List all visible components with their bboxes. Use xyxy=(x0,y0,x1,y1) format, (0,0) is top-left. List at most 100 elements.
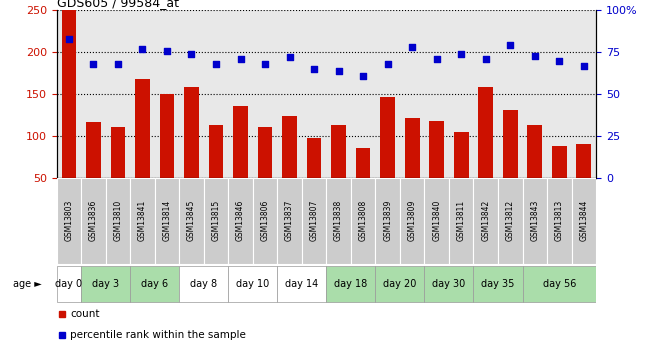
Bar xyxy=(160,94,174,219)
Bar xyxy=(130,266,179,302)
Bar xyxy=(478,87,493,219)
Text: day 3: day 3 xyxy=(92,279,119,289)
Bar xyxy=(449,178,474,264)
Point xyxy=(529,53,540,58)
Bar xyxy=(326,178,351,264)
Bar xyxy=(430,121,444,219)
Point xyxy=(480,56,491,62)
Text: GSM13809: GSM13809 xyxy=(408,200,417,242)
Text: GSM13845: GSM13845 xyxy=(187,200,196,242)
Bar xyxy=(135,79,150,219)
Bar xyxy=(405,118,420,219)
Text: GSM13803: GSM13803 xyxy=(65,200,73,242)
Bar xyxy=(302,178,326,264)
Bar xyxy=(571,178,596,264)
Bar xyxy=(228,178,253,264)
Bar xyxy=(503,110,517,219)
Text: GSM13806: GSM13806 xyxy=(260,200,270,242)
Text: GSM13844: GSM13844 xyxy=(579,200,588,242)
Point xyxy=(358,73,368,78)
Point xyxy=(235,56,246,62)
Text: day 35: day 35 xyxy=(482,279,515,289)
Text: day 18: day 18 xyxy=(334,279,368,289)
Text: GSM13808: GSM13808 xyxy=(358,200,368,242)
Bar xyxy=(474,178,498,264)
Point xyxy=(260,61,270,67)
Point xyxy=(382,61,393,67)
Point xyxy=(432,56,442,62)
Bar xyxy=(523,178,547,264)
Point xyxy=(309,66,320,72)
Text: GDS605 / 99584_at: GDS605 / 99584_at xyxy=(57,0,178,9)
Bar xyxy=(552,146,567,219)
Bar xyxy=(130,178,155,264)
Bar xyxy=(184,87,199,219)
Bar xyxy=(57,266,81,302)
Bar xyxy=(57,178,81,264)
Point xyxy=(505,43,515,48)
Bar xyxy=(307,138,322,219)
Bar xyxy=(523,266,596,302)
Text: day 6: day 6 xyxy=(141,279,168,289)
Bar xyxy=(208,125,223,219)
Point xyxy=(407,45,418,50)
Bar xyxy=(179,178,204,264)
Bar xyxy=(400,178,424,264)
Text: GSM13836: GSM13836 xyxy=(89,200,98,242)
Text: day 0: day 0 xyxy=(55,279,83,289)
Point xyxy=(162,48,172,53)
Bar xyxy=(376,178,400,264)
Bar xyxy=(61,10,76,219)
Bar xyxy=(326,266,376,302)
Bar xyxy=(258,128,272,219)
Bar xyxy=(86,122,101,219)
Point xyxy=(63,36,74,41)
Bar xyxy=(81,266,130,302)
Point xyxy=(113,61,123,67)
Bar xyxy=(498,178,523,264)
Bar xyxy=(424,178,449,264)
Text: percentile rank within the sample: percentile rank within the sample xyxy=(70,330,246,339)
Bar xyxy=(282,116,297,219)
Bar xyxy=(424,266,474,302)
Text: count: count xyxy=(70,309,100,319)
Point xyxy=(554,58,565,63)
Bar xyxy=(111,127,125,219)
Bar xyxy=(155,178,179,264)
Text: GSM13807: GSM13807 xyxy=(310,200,318,242)
Point xyxy=(333,68,344,73)
Text: day 20: day 20 xyxy=(383,279,417,289)
Bar xyxy=(277,266,326,302)
Text: GSM13813: GSM13813 xyxy=(555,200,564,242)
Text: GSM13812: GSM13812 xyxy=(505,200,515,242)
Text: GSM13837: GSM13837 xyxy=(285,200,294,242)
Text: day 56: day 56 xyxy=(543,279,576,289)
Text: GSM13838: GSM13838 xyxy=(334,200,343,242)
Point xyxy=(284,55,295,60)
Bar xyxy=(253,178,277,264)
Bar xyxy=(106,178,130,264)
Text: day 30: day 30 xyxy=(432,279,466,289)
Bar xyxy=(376,266,424,302)
Bar xyxy=(228,266,277,302)
Bar xyxy=(331,125,346,219)
Text: day 10: day 10 xyxy=(236,279,270,289)
Bar xyxy=(356,148,370,219)
Bar xyxy=(454,132,469,219)
Text: age ►: age ► xyxy=(13,279,42,289)
Text: GSM13846: GSM13846 xyxy=(236,200,245,242)
Text: day 8: day 8 xyxy=(190,279,217,289)
Bar xyxy=(380,97,395,219)
Bar xyxy=(474,266,523,302)
Bar xyxy=(204,178,228,264)
Text: GSM13840: GSM13840 xyxy=(432,200,441,242)
Bar xyxy=(351,178,376,264)
Point xyxy=(210,61,221,67)
Text: GSM13811: GSM13811 xyxy=(457,200,466,242)
Bar xyxy=(577,144,591,219)
Text: GSM13843: GSM13843 xyxy=(530,200,539,242)
Point xyxy=(579,63,589,68)
Bar xyxy=(527,125,542,219)
Text: GSM13814: GSM13814 xyxy=(163,200,171,242)
Text: GSM13841: GSM13841 xyxy=(138,200,147,242)
